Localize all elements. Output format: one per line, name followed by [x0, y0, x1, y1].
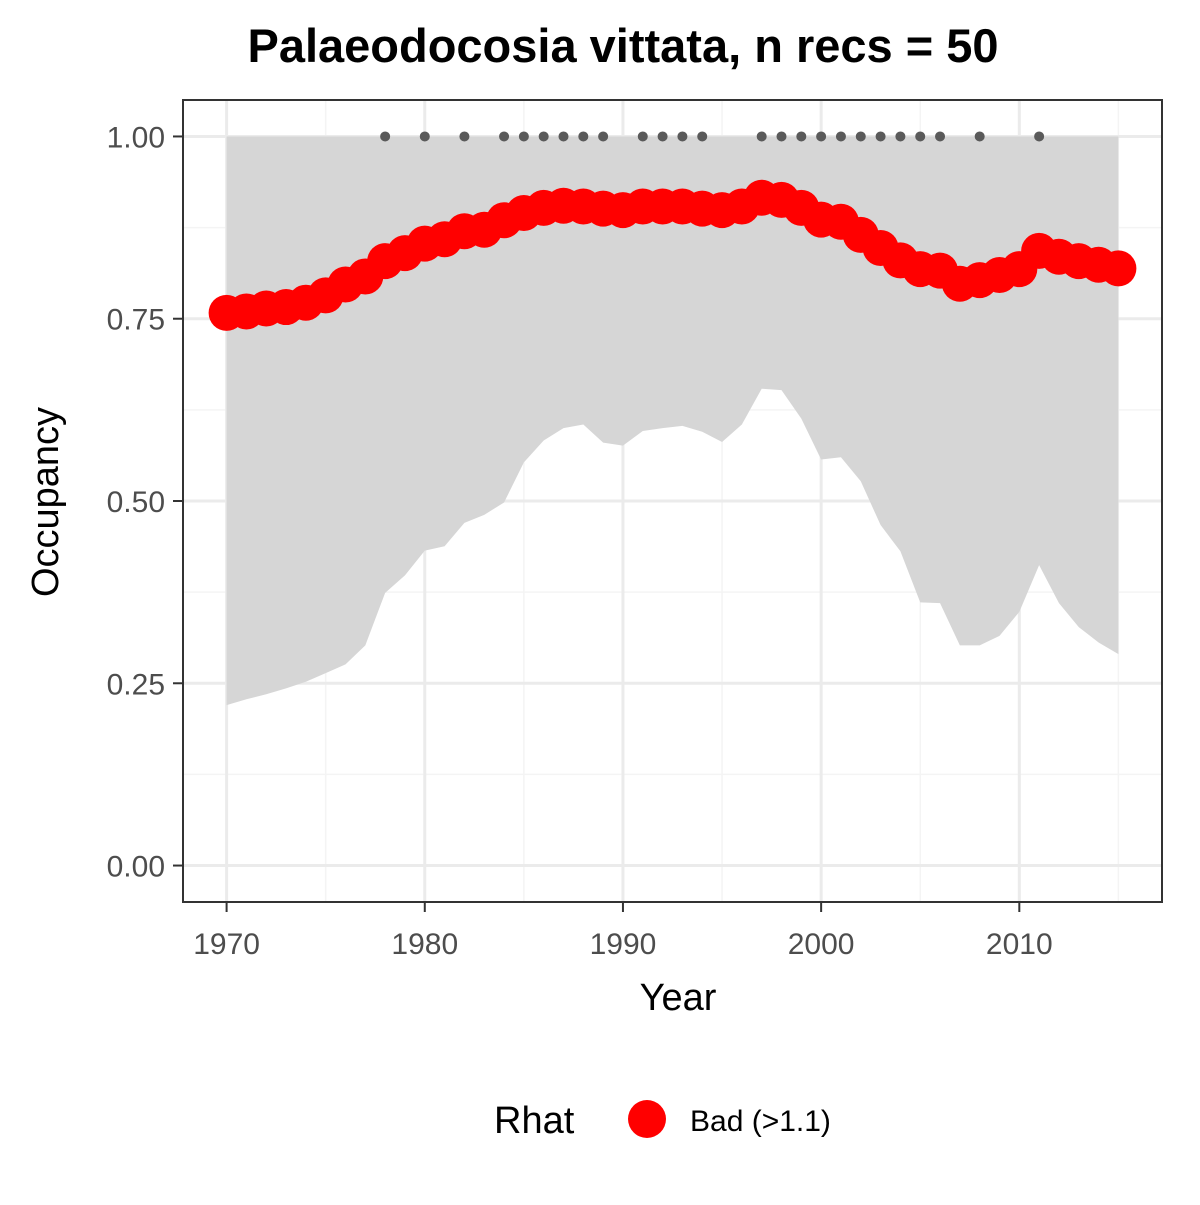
record-dot: [419, 131, 430, 142]
y-tick-label: 1.00: [107, 121, 165, 154]
record-dot: [974, 131, 985, 142]
y-tick-label: 0.00: [107, 851, 165, 884]
record-dot: [598, 131, 609, 142]
record-dot: [637, 131, 648, 142]
record-dot: [518, 131, 529, 142]
x-tick-label: 2000: [788, 928, 855, 961]
x-tick-label: 1990: [590, 928, 657, 961]
record-dot: [816, 131, 827, 142]
record-dot: [895, 131, 906, 142]
record-dot: [935, 131, 946, 142]
legend: Rhat Bad (>1.1): [494, 1100, 831, 1142]
x-axis: 1970 1980 1990 2000 2010: [193, 902, 1053, 961]
record-markers: [380, 131, 1045, 142]
y-axis: 0.00 0.25 0.50 0.75 1.00: [107, 121, 183, 884]
record-dot: [558, 131, 569, 142]
record-dot: [657, 131, 668, 142]
record-dot: [499, 131, 510, 142]
record-dot: [915, 131, 926, 142]
occupancy-point: [1100, 250, 1137, 287]
record-dot: [677, 131, 688, 142]
legend-title: Rhat: [494, 1100, 575, 1142]
occupancy-series: [208, 179, 1137, 331]
record-dot: [1034, 131, 1045, 142]
y-tick-label: 0.75: [107, 304, 165, 337]
x-tick-label: 1970: [193, 928, 260, 961]
y-axis-title: Occupancy: [25, 407, 67, 597]
x-axis-title: Year: [640, 977, 717, 1019]
record-dot: [875, 131, 886, 142]
y-tick-label: 0.50: [107, 486, 165, 519]
record-dot: [697, 131, 708, 142]
x-tick-label: 1980: [391, 928, 458, 961]
record-dot: [835, 131, 846, 142]
legend-key-bad: [628, 1100, 666, 1138]
y-tick-label: 0.25: [107, 668, 165, 701]
record-dot: [578, 131, 589, 142]
record-dot: [380, 131, 391, 142]
record-dot: [796, 131, 807, 142]
record-dot: [459, 131, 470, 142]
confidence-ribbon: [226, 136, 1119, 706]
record-dot: [776, 131, 787, 142]
record-dot: [855, 131, 866, 142]
record-dot: [538, 131, 549, 142]
record-dot: [756, 131, 767, 142]
x-tick-label: 2010: [986, 928, 1053, 961]
chart-title: Palaeodocosia vittata, n recs = 50: [247, 19, 998, 72]
legend-label-bad: Bad (>1.1): [690, 1105, 831, 1138]
